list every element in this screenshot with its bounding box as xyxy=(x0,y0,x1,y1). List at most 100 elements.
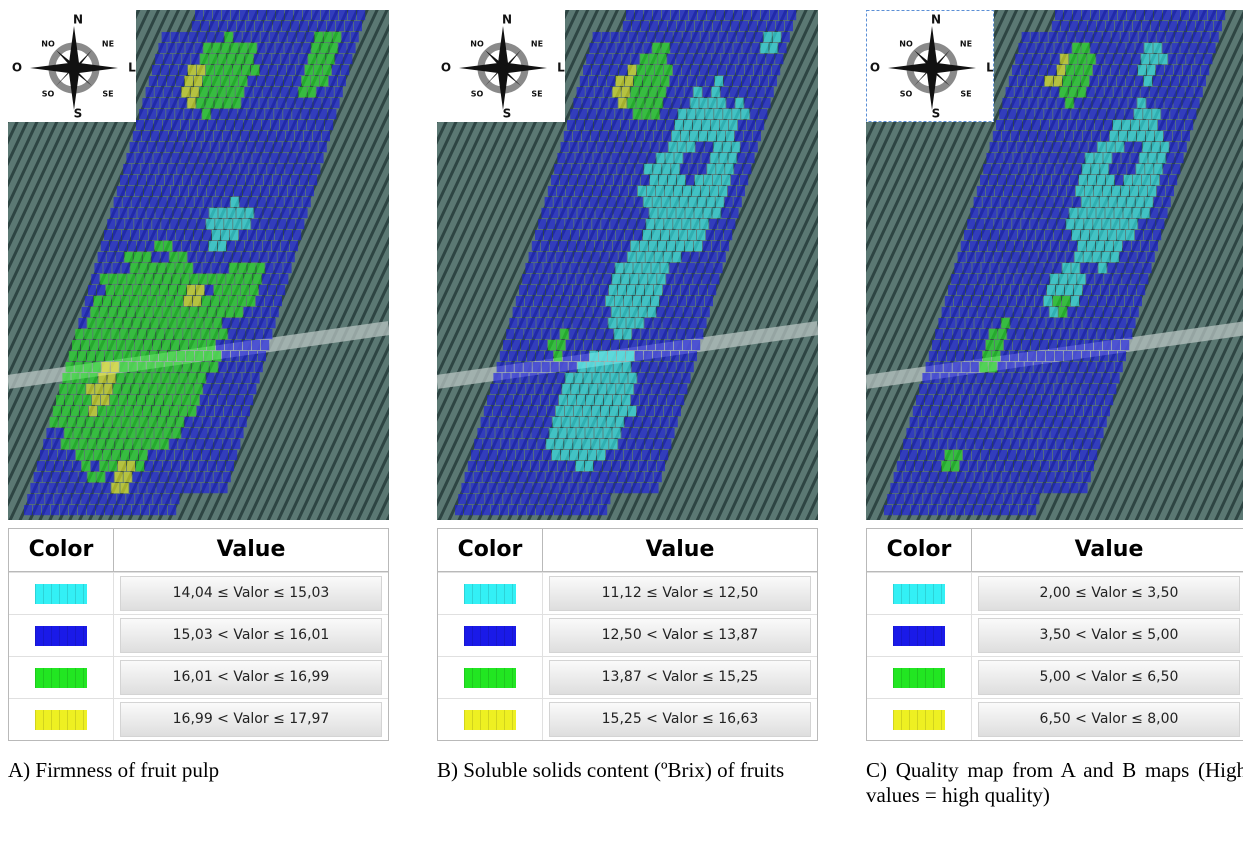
map-cell xyxy=(87,318,95,328)
map-cell xyxy=(622,54,630,64)
map-cell xyxy=(1092,439,1100,449)
color-cell xyxy=(867,657,972,698)
map-cell xyxy=(911,505,919,515)
map-cell xyxy=(1056,98,1064,108)
map-cell xyxy=(1178,21,1186,31)
map-cell xyxy=(215,219,223,229)
map-cell xyxy=(199,274,207,284)
map-cell xyxy=(586,54,594,64)
map-cell xyxy=(763,65,771,75)
map-cell xyxy=(608,164,616,174)
table-row: 16,01 < Valor ≤ 16,99 xyxy=(9,656,388,698)
map-cell xyxy=(651,109,659,119)
map-cell xyxy=(566,153,574,163)
map-cell xyxy=(730,208,738,218)
map-cell xyxy=(1152,142,1160,152)
map-cell xyxy=(595,395,603,405)
map-cell xyxy=(627,131,635,141)
compass-label: N xyxy=(73,13,83,27)
map-cell xyxy=(685,208,693,218)
map-cell xyxy=(976,406,984,416)
map-cell xyxy=(212,417,220,427)
map-cell xyxy=(706,76,714,86)
map-cell xyxy=(715,230,723,240)
map-cell xyxy=(219,175,227,185)
map-cell xyxy=(1128,285,1136,295)
map-cell xyxy=(77,384,85,394)
map-cell xyxy=(666,120,674,130)
map-cell xyxy=(958,252,966,262)
map-cell xyxy=(996,120,1004,130)
map-cell xyxy=(589,417,597,427)
map-cell xyxy=(568,395,576,405)
map-cell xyxy=(270,186,278,196)
map-cell xyxy=(513,461,521,471)
map-cell xyxy=(165,329,173,339)
map-cell xyxy=(1031,153,1039,163)
map-cell xyxy=(519,472,527,482)
map-cell xyxy=(541,395,549,405)
map-cell xyxy=(971,483,979,493)
map-cell xyxy=(216,32,224,42)
map-cell xyxy=(884,505,892,515)
map-cell xyxy=(1004,340,1012,350)
map-cell xyxy=(544,230,552,240)
map-cell xyxy=(493,406,501,416)
map-cell xyxy=(107,219,115,229)
map-cell xyxy=(1144,43,1152,53)
map-cell xyxy=(600,131,608,141)
map-cell xyxy=(716,197,724,207)
map-cell xyxy=(229,450,237,460)
map-cell xyxy=(264,175,272,185)
map-cell xyxy=(912,439,920,449)
map-cell xyxy=(1074,131,1082,141)
map-cell xyxy=(662,197,670,207)
map-cell xyxy=(1009,417,1017,427)
map-cell xyxy=(294,197,302,207)
map-cell xyxy=(655,219,663,229)
map-cell xyxy=(65,395,73,405)
map-cell xyxy=(1101,285,1109,295)
map-cell xyxy=(268,98,276,108)
map-cell xyxy=(161,65,169,75)
map-cell xyxy=(1025,483,1033,493)
map-cell xyxy=(647,153,655,163)
map-cell xyxy=(550,241,558,251)
map-cell xyxy=(1069,241,1077,251)
map-cell xyxy=(586,208,594,218)
map-cell xyxy=(559,208,567,218)
map-cell xyxy=(634,417,642,427)
map-cell xyxy=(573,98,581,108)
map-cell xyxy=(561,263,569,273)
map-cell xyxy=(1044,296,1052,306)
map-cell xyxy=(1108,43,1116,53)
map-cell xyxy=(608,318,616,328)
map-cell xyxy=(231,351,239,361)
map-cell xyxy=(314,65,322,75)
map-cell xyxy=(585,307,593,317)
map-cell xyxy=(66,362,74,372)
map-cell xyxy=(111,329,119,339)
map-cell xyxy=(208,274,216,284)
map-cell xyxy=(580,417,588,427)
map-cell xyxy=(642,450,650,460)
swatch xyxy=(464,710,516,730)
map-cell xyxy=(1072,43,1080,53)
map-cell xyxy=(1175,32,1183,42)
map-cell xyxy=(1060,241,1068,251)
map-cell xyxy=(1010,197,1018,207)
map-cell xyxy=(1096,241,1104,251)
map-cell xyxy=(603,307,611,317)
map-cell xyxy=(681,285,689,295)
map-cell xyxy=(243,186,251,196)
map-cell xyxy=(578,329,586,339)
map-cell xyxy=(515,483,523,493)
map-cell xyxy=(616,230,624,240)
map-cell xyxy=(160,98,168,108)
map-cell xyxy=(667,87,675,97)
map-cell xyxy=(504,461,512,471)
compass-label: O xyxy=(12,61,22,75)
map-cell xyxy=(1113,274,1121,284)
map-cell xyxy=(1051,241,1059,251)
map-cell xyxy=(1097,362,1105,372)
